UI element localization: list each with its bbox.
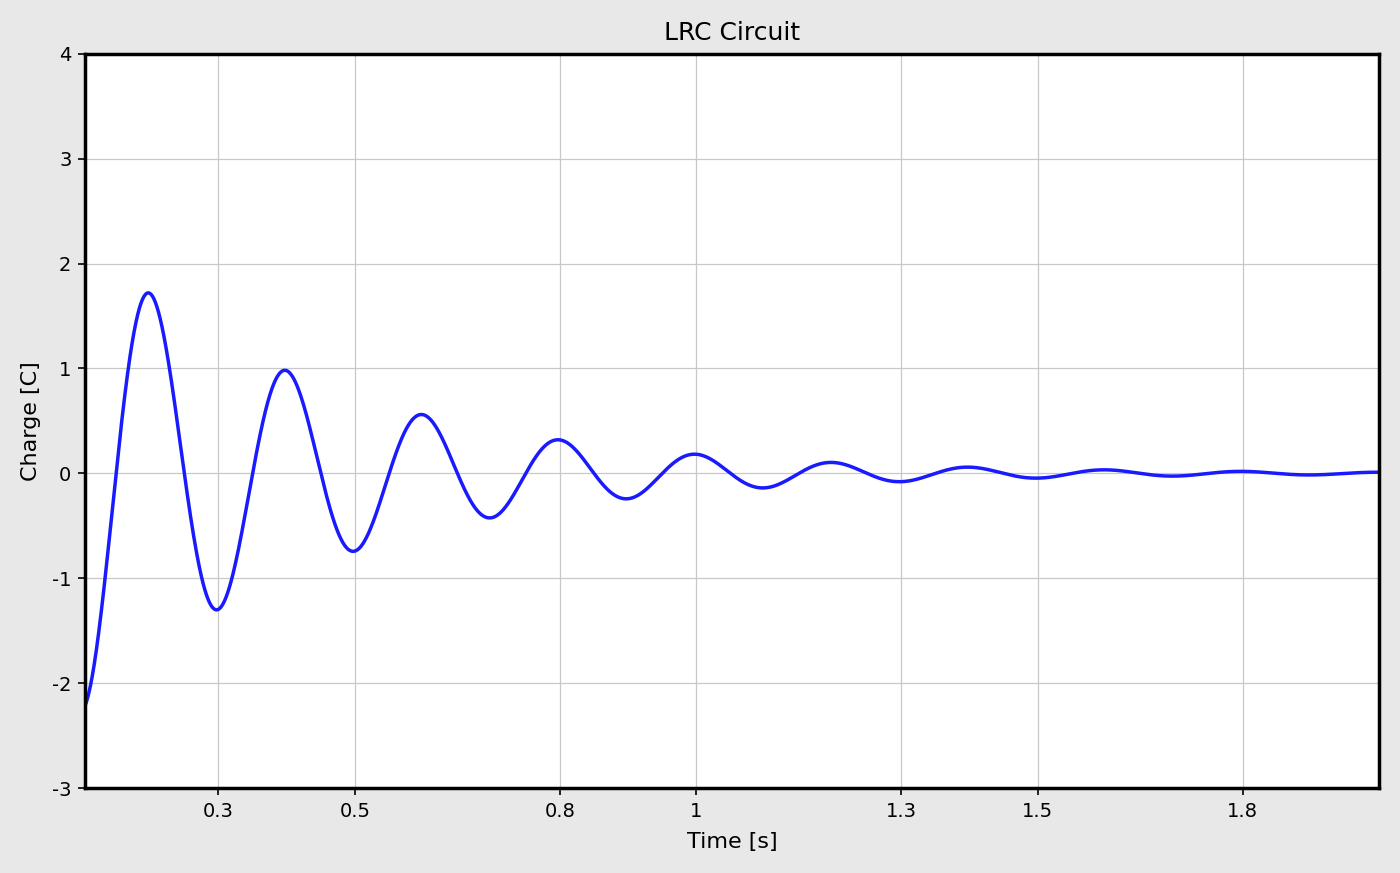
X-axis label: Time [s]: Time [s] [687,832,777,852]
Title: LRC Circuit: LRC Circuit [664,21,801,45]
Y-axis label: Charge [C]: Charge [C] [21,361,41,481]
